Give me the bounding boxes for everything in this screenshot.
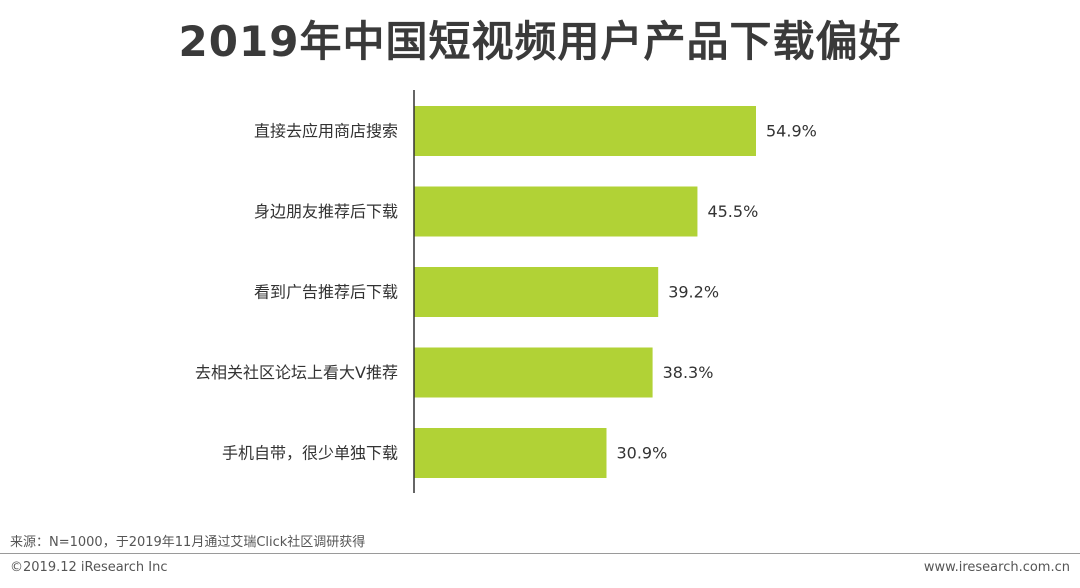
- chart-title: 2019年中国短视频用户产品下载偏好: [178, 17, 902, 66]
- copyright-text: ©2019.12 iResearch Inc: [10, 560, 168, 575]
- value-label-4: 30.9%: [616, 444, 667, 463]
- bar-0: [414, 106, 756, 156]
- category-label-2: 看到广告推荐后下载: [254, 283, 398, 302]
- value-label-0: 54.9%: [766, 122, 817, 141]
- footer-divider: [0, 553, 1080, 554]
- value-label-2: 39.2%: [668, 283, 719, 302]
- value-label-3: 38.3%: [663, 363, 714, 382]
- category-label-1: 身边朋友推荐后下载: [254, 202, 398, 221]
- bar-3: [414, 347, 653, 398]
- bar-1: [414, 186, 698, 237]
- website-url: www.iresearch.com.cn: [923, 560, 1070, 575]
- value-label-1: 45.5%: [707, 202, 758, 221]
- category-label-4: 手机自带，很少单独下载: [222, 444, 398, 463]
- bar-2: [414, 267, 659, 317]
- category-label-0: 直接去应用商店搜索: [254, 122, 398, 141]
- category-label-3: 去相关社区论坛上看大V推荐: [195, 363, 398, 382]
- source-note: 来源：N=1000，于2019年11月通过艾瑞Click社区调研获得: [10, 535, 366, 550]
- bar-4: [414, 428, 607, 478]
- bar-chart: 直接去应用商店搜索 54.9% 身边朋友推荐后下载 45.5% 看到广告推荐后下载 39.…: [195, 90, 817, 493]
